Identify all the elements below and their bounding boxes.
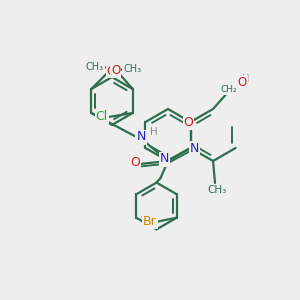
Text: Br: Br <box>143 215 157 228</box>
Text: O: O <box>184 116 194 128</box>
Text: O: O <box>111 64 120 76</box>
Text: CH₃: CH₃ <box>86 62 104 72</box>
Text: CH₂: CH₂ <box>221 85 237 94</box>
Text: CH₃: CH₃ <box>123 64 141 74</box>
Text: H: H <box>242 74 250 84</box>
Text: O: O <box>237 76 247 88</box>
Text: Cl: Cl <box>96 110 108 124</box>
Text: N: N <box>136 130 146 143</box>
Text: O: O <box>130 157 140 169</box>
Text: O: O <box>107 64 116 77</box>
Text: H: H <box>150 127 158 137</box>
Text: CH₃: CH₃ <box>207 185 227 195</box>
Text: N: N <box>190 142 199 154</box>
Text: N: N <box>160 152 169 166</box>
